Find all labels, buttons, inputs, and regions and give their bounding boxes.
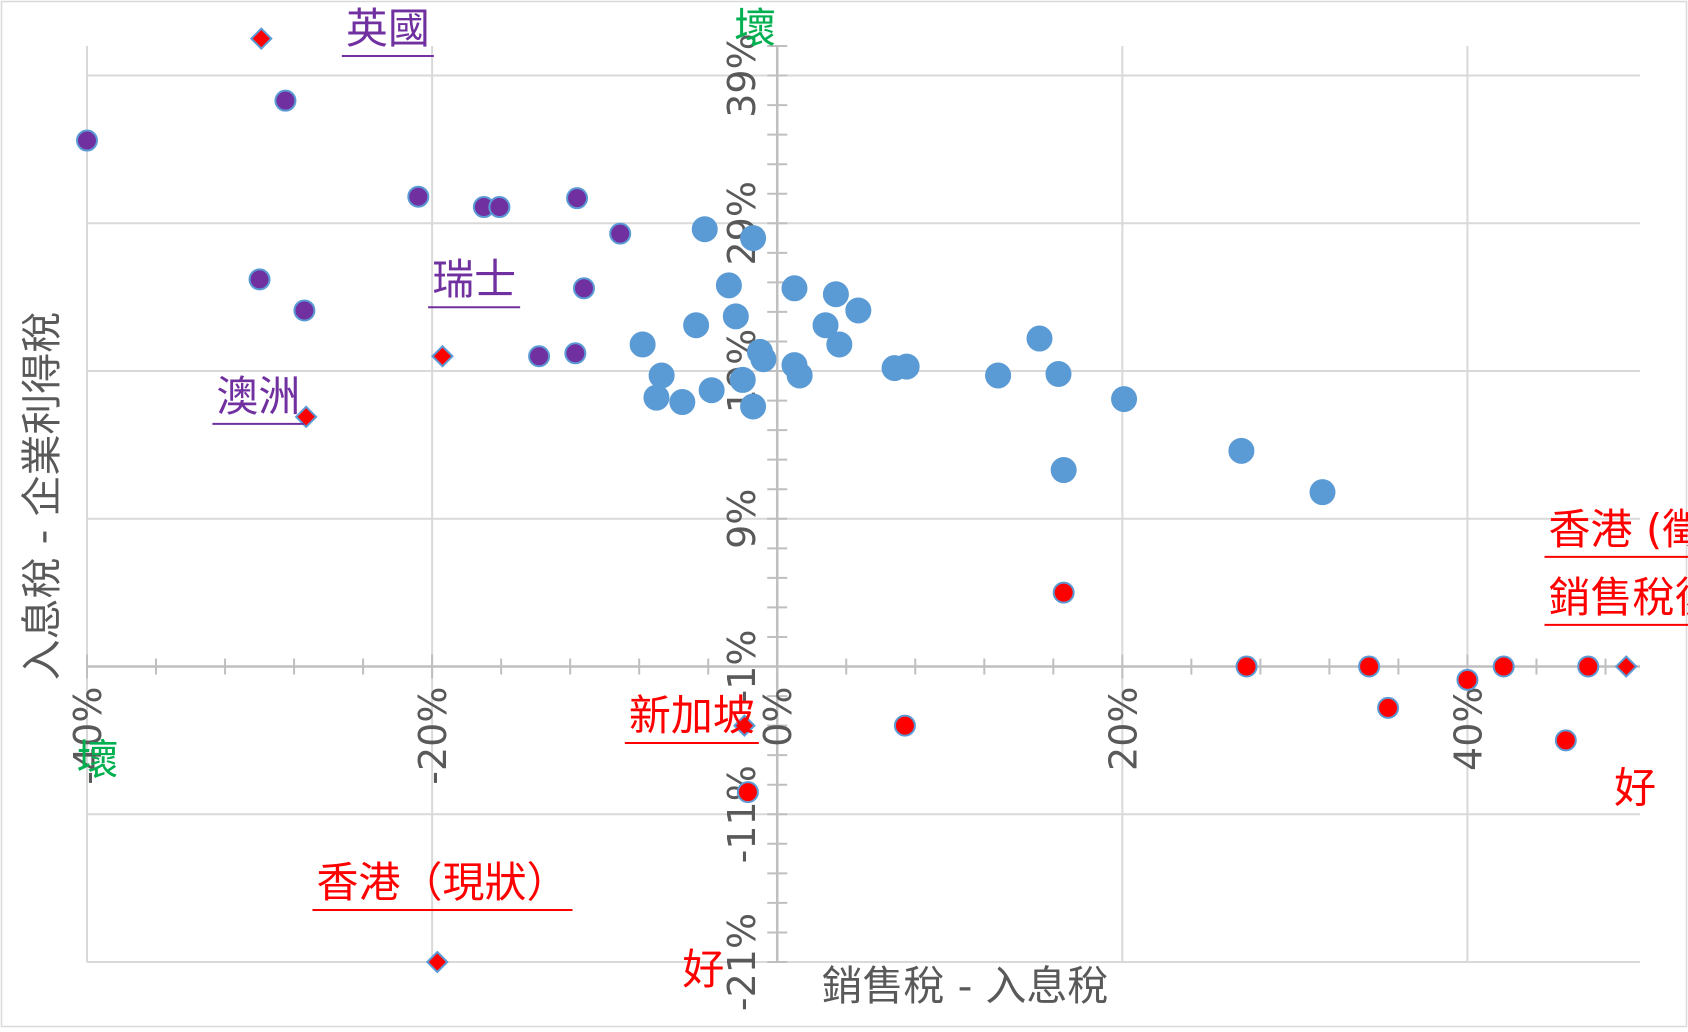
data-point-diamond (249, 27, 273, 51)
annotation-label: 壞 (77, 735, 119, 784)
y-tick-label: -11% (720, 765, 764, 863)
annotation-label: 好 (682, 945, 724, 994)
annotation-label: 新加坡 (629, 691, 755, 740)
annotation-label: 瑞士 (432, 255, 516, 304)
data-point (715, 272, 742, 299)
data-point (893, 714, 916, 737)
data-point (1377, 696, 1400, 719)
y-tick-label: 29% (720, 181, 764, 265)
y-tick-label: -21% (720, 913, 764, 1011)
data-point (1235, 655, 1258, 678)
data-point (1358, 655, 1381, 678)
data-point (698, 377, 725, 404)
data-point (826, 331, 853, 358)
data-point (1554, 729, 1577, 752)
axes (86, 45, 1640, 963)
annotation-label: 香港（現狀） (316, 858, 568, 907)
data-point (740, 393, 767, 420)
data-point (629, 331, 656, 358)
annotation-label: 好 (1614, 763, 1656, 812)
data-point (528, 345, 551, 368)
data-point (729, 366, 756, 393)
y-tick-label: 9% (720, 489, 764, 549)
data-point (1456, 668, 1479, 691)
tick-labels: -40%-20%0%20%40%-21%-11%-1%9%19%29%39% (66, 33, 1490, 1011)
data-point (609, 222, 632, 245)
data-point (407, 185, 430, 208)
data-point-diamond (425, 950, 449, 974)
data-point-diamond (431, 344, 454, 368)
annotation-label: 銷售稅後) (1549, 573, 1688, 622)
data-point (1052, 581, 1075, 604)
annotation-label: 澳洲 (216, 372, 300, 421)
data-point (1577, 655, 1600, 678)
data-point (643, 384, 670, 411)
data-point (566, 187, 589, 210)
y-axis-title: 入息稅 - 企業利得稅 (18, 312, 66, 681)
data-point (740, 225, 767, 252)
x-tick-label: 20% (1101, 687, 1145, 771)
data-point (822, 281, 849, 308)
data-point (786, 362, 813, 389)
data-point (683, 312, 710, 339)
gridlines (86, 46, 1640, 963)
data-point (736, 781, 759, 804)
data-point-diamond (733, 714, 756, 738)
x-tick-label: -20% (411, 687, 455, 785)
data-point (488, 196, 511, 219)
data-points (76, 27, 1638, 974)
data-point (564, 342, 587, 365)
data-point (750, 346, 777, 373)
data-point-diamond (1614, 655, 1638, 678)
data-point (845, 297, 872, 324)
data-point (722, 303, 749, 330)
y-tick-label: -1% (720, 630, 764, 704)
data-point (648, 362, 675, 389)
data-point (1309, 479, 1336, 506)
data-point (985, 362, 1012, 389)
data-point (293, 299, 316, 322)
y-tick-label: 39% (720, 33, 764, 117)
data-point (691, 216, 718, 243)
data-point (76, 129, 98, 152)
annotation-label: 香港 (徵收 (1549, 505, 1688, 554)
data-point (1050, 457, 1077, 484)
data-point (893, 353, 920, 380)
x-tick-label: -40% (66, 687, 110, 785)
data-point (572, 277, 595, 300)
data-point (274, 89, 297, 112)
annotation-label: 壞 (734, 4, 776, 53)
data-point (1045, 360, 1072, 387)
data-point (669, 389, 696, 416)
x-tick-label: 0% (756, 687, 800, 747)
data-point (1228, 437, 1255, 464)
x-tick-label: 40% (1446, 687, 1490, 771)
data-point (1026, 325, 1053, 352)
x-axis-title: 銷售稅 - 入息稅 (822, 962, 1109, 1010)
data-point (781, 275, 808, 302)
data-point (812, 312, 839, 339)
annotation-label: 英國 (346, 4, 430, 53)
data-point (248, 268, 271, 291)
data-point (1111, 386, 1138, 413)
data-point-diamond (294, 405, 318, 429)
data-point (1492, 655, 1515, 678)
